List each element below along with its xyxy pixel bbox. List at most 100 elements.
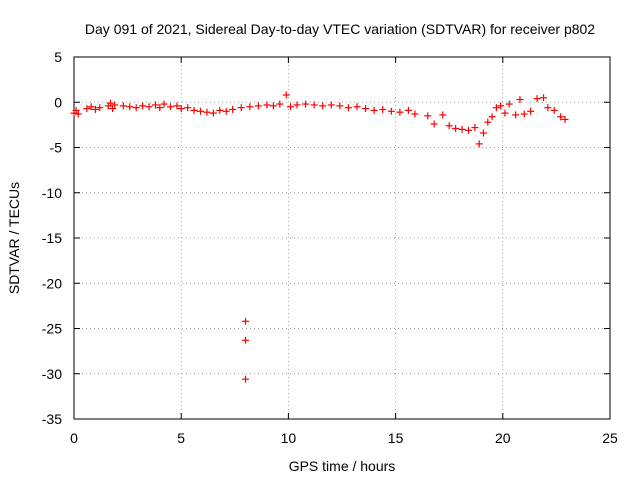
y-tick-label: -30 bbox=[42, 366, 62, 382]
data-point bbox=[287, 103, 295, 111]
data-point bbox=[497, 102, 505, 110]
y-tick-label: -20 bbox=[42, 275, 62, 291]
data-point bbox=[319, 102, 327, 110]
data-point bbox=[370, 106, 378, 114]
x-tick-label: 15 bbox=[388, 430, 404, 446]
data-point bbox=[424, 112, 432, 120]
data-point bbox=[156, 104, 164, 112]
data-point bbox=[488, 113, 496, 121]
x-tick-label: 10 bbox=[281, 430, 297, 446]
data-point bbox=[109, 105, 117, 113]
x-tick-label: 5 bbox=[177, 430, 185, 446]
data-point bbox=[242, 375, 250, 383]
data-point bbox=[293, 101, 301, 109]
data-point bbox=[177, 105, 185, 113]
y-tick-label: 0 bbox=[54, 94, 62, 110]
data-point bbox=[74, 110, 82, 118]
data-point bbox=[96, 104, 104, 112]
data-point bbox=[520, 110, 528, 118]
data-point bbox=[544, 104, 552, 112]
data-point bbox=[353, 103, 361, 111]
data-point bbox=[540, 94, 548, 102]
data-point bbox=[445, 122, 453, 130]
data-point bbox=[173, 102, 181, 110]
data-point bbox=[83, 105, 91, 113]
data-point bbox=[452, 124, 460, 132]
x-tick-labels: 0 5 10 15 20 25 bbox=[70, 430, 618, 446]
grid-lines bbox=[74, 57, 610, 419]
y-tick-label: -15 bbox=[42, 230, 62, 246]
data-point bbox=[184, 104, 192, 112]
data-point bbox=[237, 104, 245, 112]
data-point bbox=[145, 103, 153, 111]
data-point bbox=[229, 105, 237, 113]
data-point bbox=[216, 106, 224, 114]
data-point bbox=[209, 109, 217, 117]
data-point bbox=[501, 109, 509, 117]
data-point bbox=[242, 336, 250, 344]
x-tick-label: 25 bbox=[602, 430, 618, 446]
data-point bbox=[87, 103, 95, 111]
data-point bbox=[336, 102, 344, 110]
y-axis-label: SDTVAR / TECUs bbox=[6, 182, 22, 294]
data-point bbox=[492, 104, 500, 112]
data-point bbox=[166, 103, 174, 111]
data-point bbox=[139, 102, 147, 110]
x-tick-label: 20 bbox=[495, 430, 511, 446]
data-point bbox=[557, 113, 565, 121]
data-point bbox=[505, 100, 513, 108]
y-tick-label: -25 bbox=[42, 321, 62, 337]
data-point bbox=[387, 107, 395, 115]
data-point bbox=[344, 104, 352, 112]
data-point bbox=[516, 96, 524, 104]
data-point bbox=[132, 104, 140, 112]
data-point bbox=[196, 107, 204, 115]
data-point bbox=[550, 106, 558, 114]
data-point bbox=[310, 101, 318, 109]
data-point bbox=[151, 101, 159, 109]
y-tick-label: -5 bbox=[50, 140, 63, 156]
data-point bbox=[480, 129, 488, 137]
data-point bbox=[484, 118, 492, 126]
chart-title: Day 091 of 2021, Sidereal Day-to-day VTE… bbox=[85, 21, 595, 37]
data-point bbox=[282, 91, 290, 99]
data-point bbox=[533, 95, 541, 103]
y-tick-label: -35 bbox=[42, 411, 62, 427]
y-tick-label: -10 bbox=[42, 185, 62, 201]
data-point bbox=[190, 106, 198, 114]
data-point bbox=[91, 105, 99, 113]
data-point bbox=[404, 106, 412, 114]
data-point bbox=[439, 111, 447, 119]
data-point bbox=[512, 111, 520, 119]
data-point bbox=[379, 105, 387, 113]
data-point bbox=[126, 103, 134, 111]
data-point bbox=[458, 125, 466, 133]
data-point bbox=[561, 115, 569, 123]
data-point bbox=[430, 120, 438, 128]
x-tick-label: 0 bbox=[70, 430, 78, 446]
data-point bbox=[276, 100, 284, 108]
data-point bbox=[269, 102, 277, 110]
data-point bbox=[411, 110, 419, 118]
y-tick-labels: 5 0 -5 -10 -15 -20 -25 -30 -35 bbox=[42, 49, 62, 427]
data-point bbox=[106, 99, 114, 107]
x-axis-label: GPS time / hours bbox=[289, 458, 396, 474]
data-point bbox=[222, 107, 230, 115]
data-point bbox=[119, 102, 127, 110]
data-point bbox=[246, 103, 254, 111]
data-point bbox=[362, 105, 370, 113]
data-point bbox=[396, 108, 404, 116]
data-point bbox=[242, 317, 250, 325]
data-point bbox=[527, 107, 535, 115]
data-point bbox=[254, 102, 262, 110]
data-point bbox=[475, 140, 483, 148]
data-point bbox=[160, 100, 168, 108]
data-point bbox=[111, 101, 119, 109]
data-point bbox=[203, 108, 211, 116]
data-series-sdtvar bbox=[70, 91, 569, 383]
data-point bbox=[464, 126, 472, 134]
data-point bbox=[327, 101, 335, 109]
data-point bbox=[302, 100, 310, 108]
data-point bbox=[471, 124, 479, 132]
